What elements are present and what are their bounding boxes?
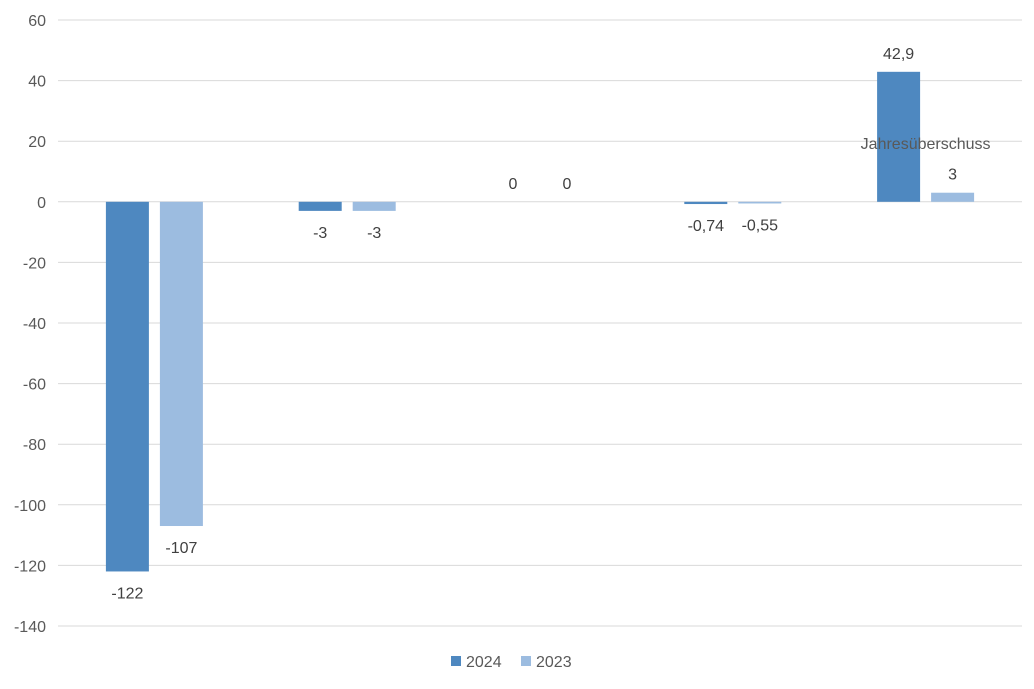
y-tick-label: -100 bbox=[14, 498, 46, 515]
category-labels: Jahresüberschuss bbox=[861, 136, 991, 153]
data-label: -122 bbox=[111, 585, 143, 602]
bar-2023-1 bbox=[352, 201, 396, 211]
bar-2024-4 bbox=[877, 71, 921, 202]
y-tick-label: -120 bbox=[14, 558, 46, 575]
data-label: 0 bbox=[509, 176, 518, 193]
y-tick-label: 40 bbox=[28, 74, 46, 91]
data-label: -107 bbox=[165, 540, 197, 557]
legend-label: 2024 bbox=[466, 654, 502, 671]
y-axis-tick-labels: 60 40 20 0 -20 -40 -60 -80 -100 -120 -140 bbox=[14, 13, 46, 636]
data-label: -0,74 bbox=[688, 218, 725, 235]
category-label: Jahresüberschuss bbox=[861, 136, 991, 153]
y-tick-label: -140 bbox=[14, 619, 46, 636]
bar-2024-3 bbox=[684, 201, 728, 205]
bar-2024-0 bbox=[105, 201, 149, 572]
bar-2023-0 bbox=[159, 201, 203, 527]
data-label: 0 bbox=[563, 176, 572, 193]
y-tick-label: 0 bbox=[37, 195, 46, 212]
bars bbox=[105, 71, 975, 572]
data-label: -0,55 bbox=[742, 217, 779, 234]
data-label: 3 bbox=[948, 167, 957, 184]
y-tick-label: 60 bbox=[28, 13, 46, 30]
data-label: 42,9 bbox=[883, 46, 914, 63]
y-tick-label: -60 bbox=[23, 377, 46, 394]
y-tick-label: -20 bbox=[23, 255, 46, 272]
grid-layer bbox=[58, 19, 1022, 627]
y-tick-label: -40 bbox=[23, 316, 46, 333]
data-label: -3 bbox=[367, 225, 381, 242]
y-tick-label: -80 bbox=[23, 437, 46, 454]
bar-2024-1 bbox=[298, 201, 342, 211]
legend-swatch-2023 bbox=[521, 656, 531, 666]
data-label: -3 bbox=[313, 225, 327, 242]
bar-2023-3 bbox=[738, 201, 782, 204]
legend-swatch-2024 bbox=[451, 656, 461, 666]
y-tick-label: 20 bbox=[28, 134, 46, 151]
legend: 2024 2023 bbox=[451, 654, 572, 671]
data-labels: -122 -107 -3 -3 0 0 -0,74 -0,55 42,9 3 bbox=[111, 46, 957, 603]
bar-2023-4 bbox=[931, 192, 975, 202]
legend-label: 2023 bbox=[536, 654, 572, 671]
